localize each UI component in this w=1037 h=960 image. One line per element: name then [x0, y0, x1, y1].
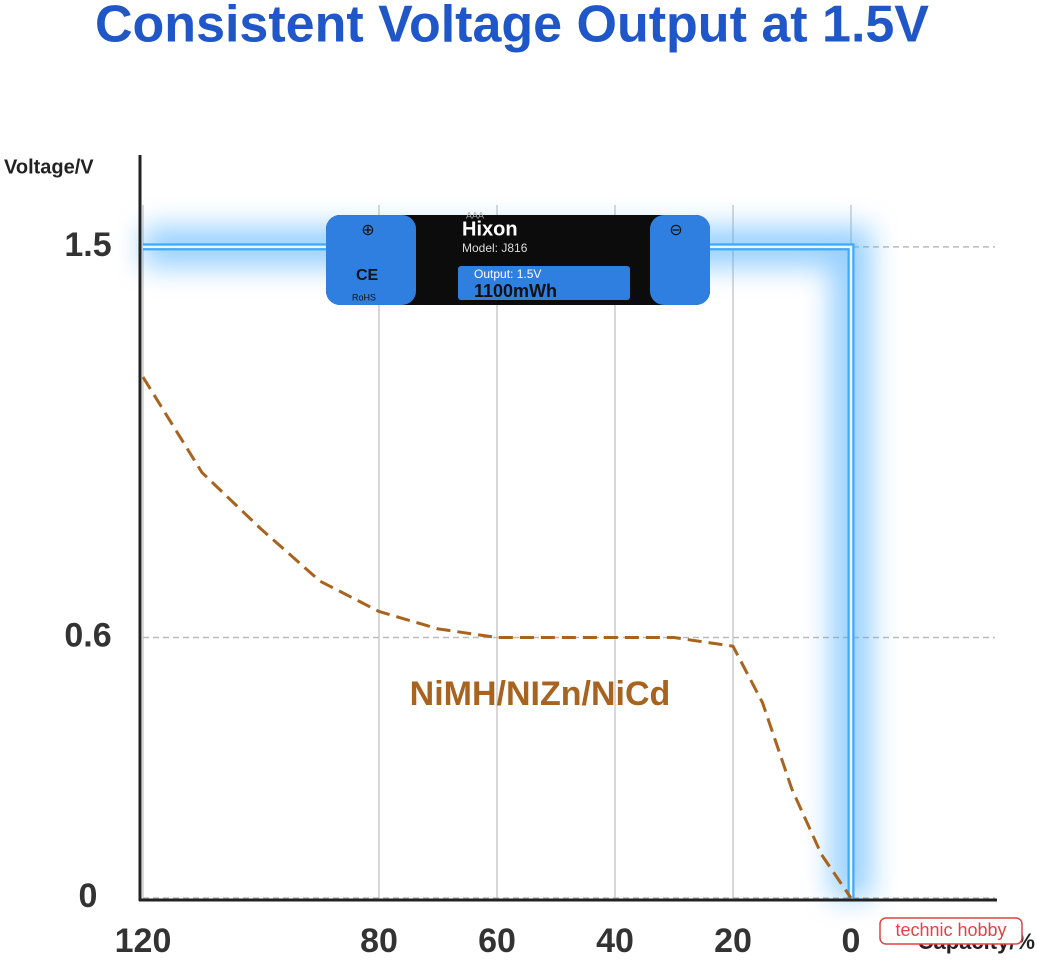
x-tick-label: 60	[478, 922, 516, 960]
battery: ⊕ ⊖ CE RoHS AAA Hixon Model: J816 Output…	[326, 210, 710, 305]
y-axis-label: Voltage/V	[4, 156, 94, 178]
ce-mark: CE	[356, 267, 379, 284]
watermark-box	[879, 917, 1023, 945]
series-line	[141, 376, 853, 899]
rohs-mark: RoHS	[352, 292, 376, 302]
battery-output: Output: 1.5V	[474, 267, 541, 281]
battery-size: AAA	[466, 210, 484, 220]
y-tick-label: 1.5	[64, 226, 111, 264]
watermark: technic hobby	[895, 920, 1006, 940]
y-tick-label: 0.6	[64, 617, 111, 655]
battery-capacity: 1100mWh	[474, 281, 557, 301]
x-tick-label: 40	[596, 922, 634, 960]
x-tick-label: 0	[842, 922, 861, 960]
chart-title: Consistent Voltage Output at 1.5V	[95, 0, 929, 54]
minus-sign: ⊖	[669, 222, 682, 239]
battery-label	[458, 266, 630, 300]
series-label: NiMH/NIZn/NiCd	[410, 675, 671, 713]
battery-end	[650, 215, 710, 305]
x-tick-label: 20	[714, 922, 752, 960]
battery-brand: Hixon	[462, 218, 518, 240]
x-tick-label: 120	[115, 922, 172, 960]
battery-cap	[326, 215, 416, 305]
battery-model: Model: J816	[462, 241, 528, 255]
y-tick-label: 0	[79, 877, 98, 915]
plus-sign: ⊕	[361, 222, 374, 239]
x-tick-label: 80	[360, 922, 398, 960]
